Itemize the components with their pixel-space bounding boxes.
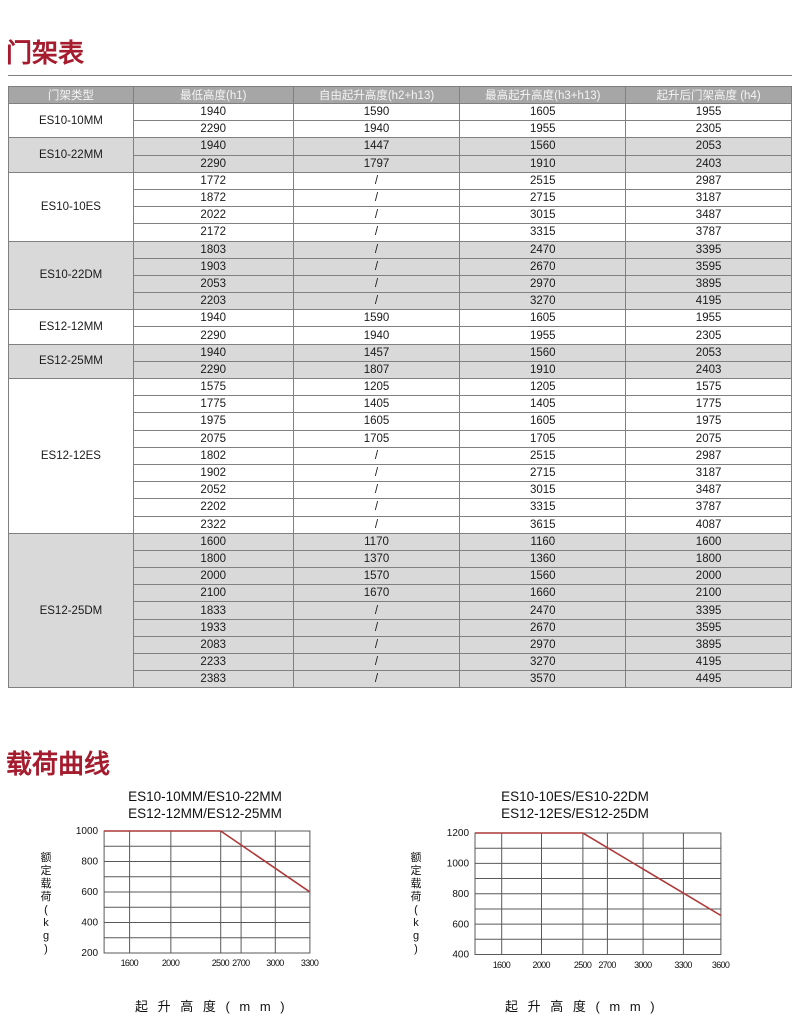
svg-text:600: 600 bbox=[81, 887, 98, 898]
svg-text:1600: 1600 bbox=[121, 958, 139, 968]
svg-text:3000: 3000 bbox=[634, 960, 652, 970]
svg-text:800: 800 bbox=[452, 889, 469, 900]
svg-text:3000: 3000 bbox=[266, 958, 284, 968]
svg-text:2000: 2000 bbox=[162, 958, 180, 968]
svg-text:400: 400 bbox=[81, 918, 98, 929]
svg-text:200: 200 bbox=[81, 948, 98, 959]
svg-text:2000: 2000 bbox=[532, 960, 550, 970]
svg-text:3600: 3600 bbox=[712, 960, 730, 970]
svg-text:1000: 1000 bbox=[76, 826, 99, 837]
svg-text:3300: 3300 bbox=[674, 960, 692, 970]
svg-text:1000: 1000 bbox=[447, 859, 470, 870]
svg-text:800: 800 bbox=[81, 857, 98, 868]
svg-text:2700: 2700 bbox=[598, 960, 616, 970]
svg-text:2500: 2500 bbox=[212, 958, 230, 968]
svg-text:2700: 2700 bbox=[232, 958, 250, 968]
svg-text:3300: 3300 bbox=[301, 958, 319, 968]
svg-text:600: 600 bbox=[452, 919, 469, 930]
svg-text:1200: 1200 bbox=[447, 828, 470, 839]
svg-text:2500: 2500 bbox=[574, 960, 592, 970]
svg-text:400: 400 bbox=[452, 949, 469, 960]
svg-text:1600: 1600 bbox=[493, 960, 511, 970]
